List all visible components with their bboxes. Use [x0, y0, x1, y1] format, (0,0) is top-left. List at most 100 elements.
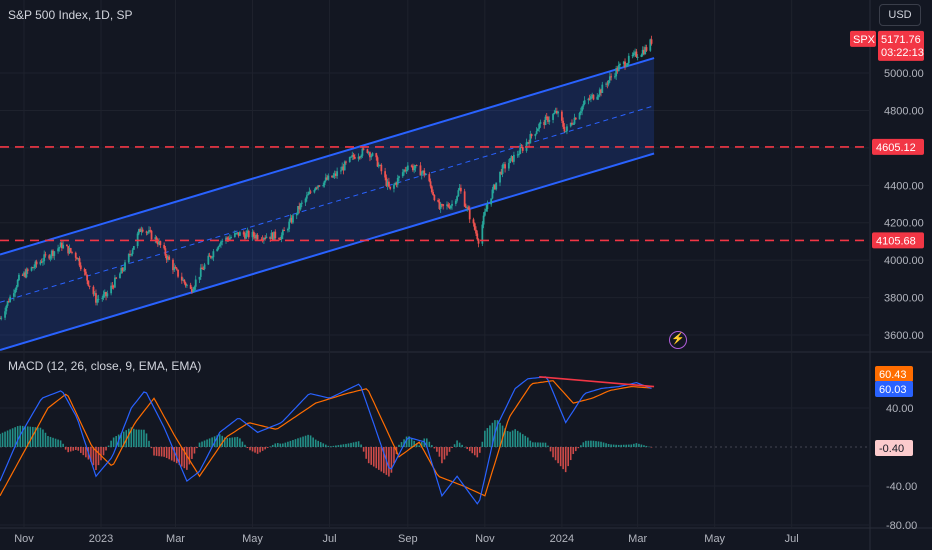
histogram-bar	[218, 434, 221, 447]
histogram-bar	[173, 447, 176, 462]
histogram-bar	[559, 447, 562, 467]
histogram-bar	[90, 447, 92, 462]
histogram-bar	[37, 427, 39, 447]
regression-channel[interactable]	[0, 57, 655, 351]
histogram-bar	[372, 447, 375, 467]
candle-body	[4, 311, 6, 318]
histogram-bar	[388, 447, 390, 477]
candle-body	[634, 51, 637, 53]
candle-body	[18, 274, 20, 281]
histogram-bar	[362, 447, 365, 452]
histogram-bar	[610, 444, 612, 447]
histogram-bar	[572, 447, 575, 455]
candle-body	[236, 232, 239, 234]
candle-body	[608, 76, 611, 81]
candle-body	[112, 286, 115, 288]
candle-body	[598, 89, 601, 96]
histogram-bar	[120, 433, 123, 447]
candle-body	[256, 234, 259, 240]
candle-body	[458, 187, 461, 191]
candle-body	[333, 173, 336, 176]
candle-body	[130, 254, 133, 256]
candle-body	[132, 246, 135, 250]
candle-body	[343, 161, 346, 171]
price-axis[interactable]: 3600.003800.004000.004200.004400.004600.…	[884, 68, 924, 532]
candle-body	[332, 175, 335, 178]
candle-body	[221, 240, 224, 242]
candle-body	[617, 65, 620, 72]
histogram-bar	[282, 443, 284, 447]
histogram-bar	[582, 442, 585, 447]
candle-body	[606, 83, 609, 85]
candle-body	[614, 76, 616, 78]
candle-body	[141, 229, 144, 232]
histogram-bar	[378, 447, 380, 470]
histogram-bar	[390, 447, 393, 473]
candle-body	[403, 169, 405, 173]
candle-body	[316, 187, 318, 189]
histogram-bar	[69, 447, 72, 452]
candle-body	[14, 289, 17, 294]
histogram-bar	[150, 447, 153, 449]
histogram-bar	[42, 429, 44, 447]
histogram-bar	[643, 445, 645, 447]
histogram-bar	[133, 428, 135, 447]
candle-body	[437, 200, 440, 202]
horizontal-levels[interactable]	[0, 146, 870, 242]
histogram-bar	[383, 447, 385, 474]
candle-body	[432, 192, 434, 196]
histogram-bar	[294, 439, 297, 447]
candle-body	[69, 248, 72, 252]
histogram-bar	[208, 438, 211, 447]
candle-body	[539, 121, 542, 124]
candle-body	[591, 94, 594, 97]
histogram-bar	[80, 447, 82, 453]
candle-body	[212, 251, 215, 258]
lightning-icon[interactable]: ⚡	[669, 331, 687, 349]
histogram-bar	[34, 427, 37, 447]
histogram-bar	[186, 447, 188, 470]
channel-mid-line	[0, 105, 655, 303]
histogram-bar	[1, 432, 4, 447]
histogram-bar	[628, 444, 630, 447]
candle-body	[401, 172, 404, 177]
histogram-bar	[92, 447, 95, 466]
histogram-bar	[534, 442, 537, 447]
candle-body	[459, 187, 462, 192]
candle-body	[265, 236, 268, 239]
candle-body	[203, 264, 206, 270]
candle-body	[519, 147, 522, 154]
histogram-bar	[590, 440, 592, 447]
candle-body	[58, 247, 61, 249]
histogram-bar	[428, 441, 431, 447]
macd-tick-label: -40.00	[886, 481, 917, 493]
histogram-bar	[617, 444, 620, 447]
histogram-bar	[431, 445, 433, 447]
time-tick-label: May	[242, 533, 263, 545]
histogram-value-tag	[875, 440, 913, 456]
candle-body	[43, 254, 46, 262]
histogram-bar	[168, 447, 170, 460]
candle-body	[475, 229, 477, 234]
candle-body	[60, 242, 63, 249]
histogram-bar	[638, 443, 640, 447]
histogram-bar	[473, 447, 476, 456]
histogram-bar	[85, 447, 87, 458]
candle-body	[446, 204, 448, 206]
candle-body	[216, 248, 219, 252]
candle-body	[192, 289, 195, 293]
histogram-bar	[554, 447, 557, 461]
currency-button[interactable]: USD	[879, 4, 921, 26]
candle-body	[485, 209, 488, 212]
candle-body	[624, 61, 626, 67]
candle-body	[419, 165, 422, 176]
candle-body	[59, 242, 62, 248]
histogram-bar	[567, 447, 570, 467]
histogram-bar	[352, 442, 355, 447]
candle-body	[640, 54, 643, 57]
candle-body	[597, 95, 600, 97]
time-axis[interactable]: Nov 2023 Mar May Jul Sep Nov 2024 Mar May Jul	[14, 533, 799, 545]
candle-body	[557, 111, 560, 114]
histogram-bar	[408, 436, 410, 447]
